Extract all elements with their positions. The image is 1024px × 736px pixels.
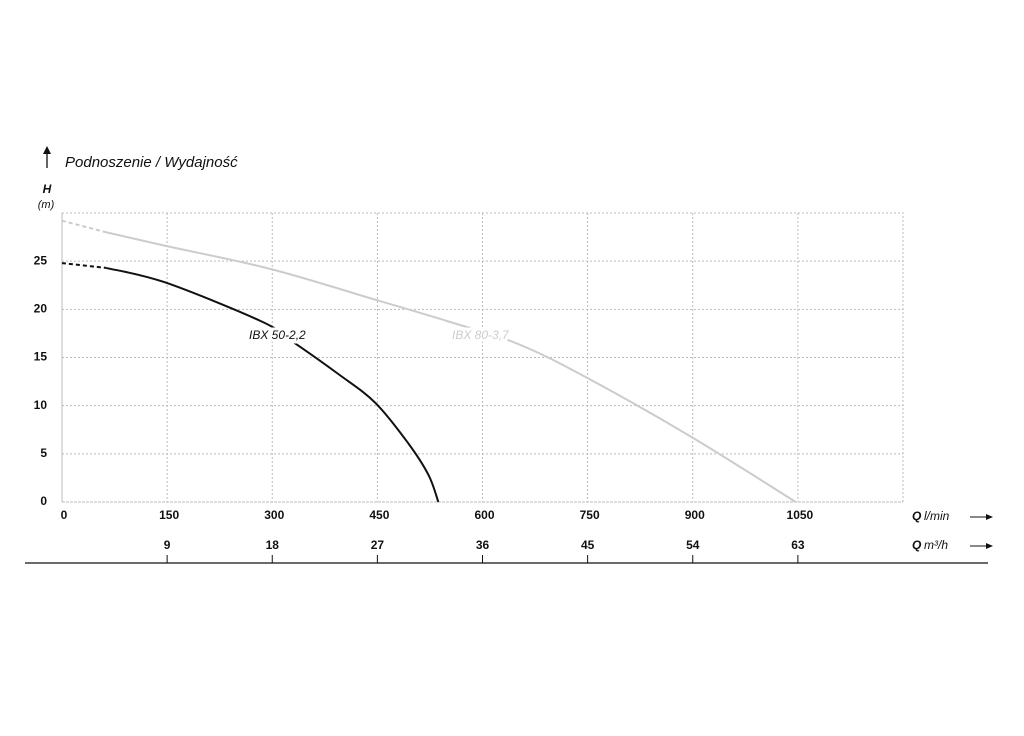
axis-arrow-head xyxy=(986,514,993,520)
axis-arrow-head xyxy=(986,543,993,549)
x-tick-label: 150 xyxy=(159,508,179,522)
x2-tick-label: 54 xyxy=(686,538,700,552)
curve xyxy=(105,266,440,503)
y-tick-label: 15 xyxy=(34,350,48,364)
axis-arrow-head xyxy=(43,146,51,154)
x2-tick-label: 18 xyxy=(266,538,280,552)
x2-tick-label: 63 xyxy=(791,538,805,552)
x-tick-label: 750 xyxy=(580,508,600,522)
curve-extrapolation xyxy=(61,219,107,234)
x-tick-label: 600 xyxy=(474,508,494,522)
y-tick-label: 10 xyxy=(34,398,48,412)
y-tick-label: 0 xyxy=(40,494,47,508)
x-axis-unit: l/min xyxy=(924,509,950,523)
x2-tick-label: 36 xyxy=(476,538,490,552)
series-label: IBX 50-2,2 xyxy=(249,328,306,342)
x-tick-label: 900 xyxy=(685,508,705,522)
y-axis-label: H xyxy=(43,182,52,196)
x-tick-label: 1050 xyxy=(787,508,814,522)
x-tick-label: 300 xyxy=(264,508,284,522)
x2-tick-label: 9 xyxy=(164,538,171,552)
chart-title: Podnoszenie / Wydajność xyxy=(65,154,238,171)
x-tick-label: 0 xyxy=(61,508,68,522)
x2-axis-unit: m³/h xyxy=(924,538,948,552)
curve-extrapolation xyxy=(61,262,107,269)
y-tick-label: 25 xyxy=(34,253,48,267)
x2-axis-symbol: Q xyxy=(912,538,922,552)
x-axis-symbol: Q xyxy=(912,509,922,523)
y-axis-unit: (m) xyxy=(38,199,55,211)
x2-tick-label: 27 xyxy=(371,538,385,552)
curve xyxy=(105,231,797,503)
x-tick-label: 450 xyxy=(369,508,389,522)
y-tick-label: 5 xyxy=(40,446,47,460)
series-label: IBX 80-3,7 xyxy=(452,328,510,342)
y-tick-label: 20 xyxy=(34,302,48,316)
x2-tick-label: 45 xyxy=(581,538,595,552)
